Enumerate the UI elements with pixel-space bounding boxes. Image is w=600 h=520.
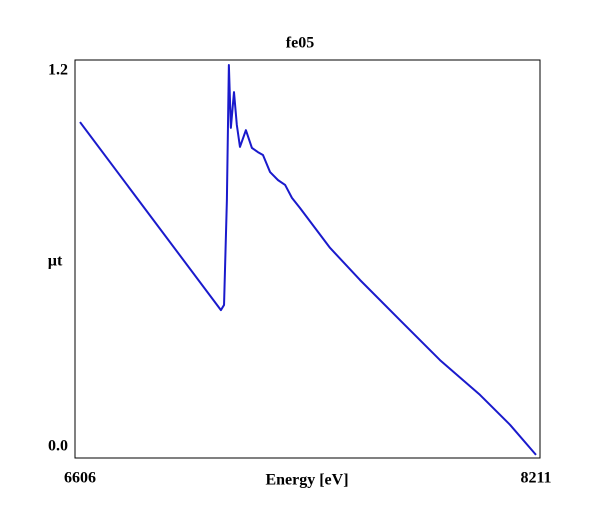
plot-frame <box>74 59 541 459</box>
y-tick-label: 0.0 <box>48 438 68 455</box>
y-tick-label: 1.2 <box>48 62 68 79</box>
x-tick-label: 6606 <box>64 470 96 487</box>
chart-title: fe05 <box>286 35 314 52</box>
x-tick-label: 8211 <box>520 470 551 487</box>
y-axis-label: µt <box>48 253 63 270</box>
data-line <box>79 64 537 456</box>
x-axis-label: Energy [eV] <box>265 472 348 489</box>
